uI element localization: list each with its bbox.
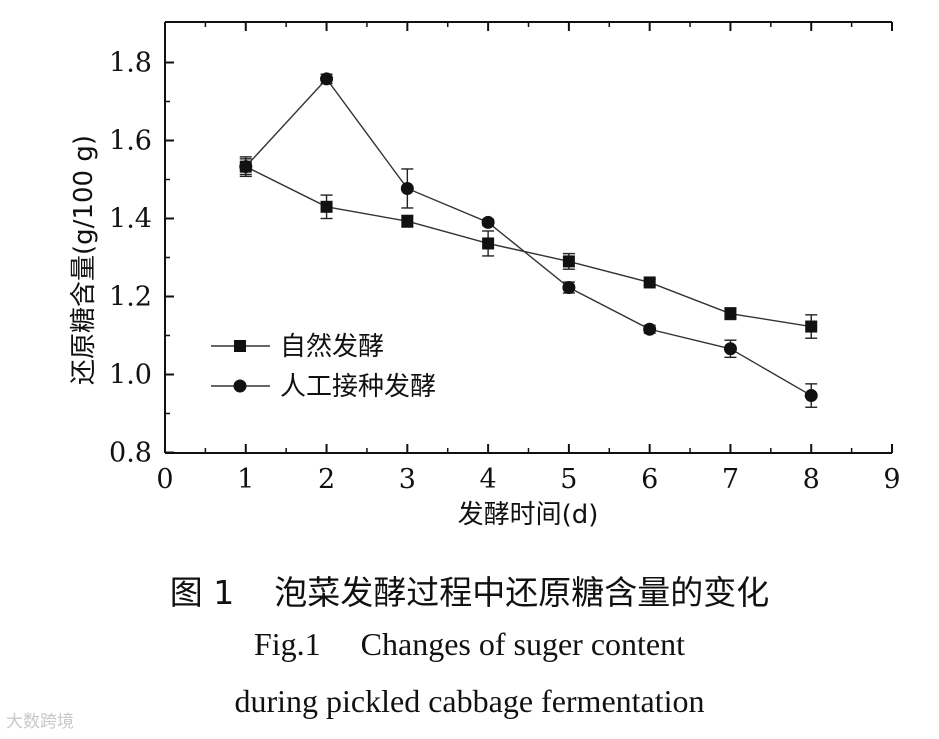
x-tick-label: 2 [318,464,335,495]
x-tick-label: 8 [803,464,820,495]
series-line [245,77,812,397]
y-tick-label: 0.8 [109,438,152,469]
data-point [400,181,414,195]
data-point [562,255,575,268]
caption-english-line2: during pickled cabbage fermentation [0,683,939,720]
caption-zh-label: 图 1 [169,573,235,612]
caption-english-line1: Fig.1 Changes of suger content [0,626,939,663]
chart: 0 1 2 3 4 5 6 7 8 90.81.01.21.41.61.8 自然发酵人工接种发酵 … [69,21,901,530]
y-tick-label: 1.8 [109,48,152,79]
legend-marker [233,379,247,393]
data-point [482,237,495,250]
legend-label: 人工接种发酵 [280,372,436,402]
caption-chinese: 图 1 泡菜发酵过程中还原糖含量的变化 [0,566,939,614]
data-point [724,307,737,320]
x-tick-label: 5 [560,464,577,495]
watermark: 大数跨境 [6,707,74,732]
data-point [239,160,253,174]
x-tick-label: 6 [641,464,658,495]
caption-zh-text: 泡菜发酵过程中还原糖含量的变化 [274,573,770,612]
data-point [562,281,576,295]
caption-en-text-1: Changes of suger content [360,626,686,662]
legend-marker [234,340,246,352]
y-axis-title: 还原糖含量(g/100 g) [69,135,99,385]
axes: 0 1 2 3 4 5 6 7 8 9 0.8 1.0 1.2 1.4 1.6 1.8 [109,21,901,495]
watermark-text: 大数跨境 [6,712,74,732]
data-point [643,322,657,336]
series-1 [239,156,818,339]
data-point [723,342,737,356]
x-tick-label: 9 [883,464,900,495]
data-point [804,389,818,403]
x-tick-label: 1 [237,464,254,495]
x-tick-label: 3 [399,464,416,495]
data-point [401,215,414,228]
x-tick-label: 7 [722,464,739,495]
caption-en-text-2: during pickled cabbage fermentation [234,683,705,719]
y-tick-label: 1.4 [109,204,152,235]
y-tick-label: 1.0 [109,360,152,391]
caption-en-label: Fig.1 [253,626,321,662]
data-point [643,276,656,289]
legend-item-1: 自然发酵 [211,332,384,362]
legend-item-2: 人工接种发酵 [211,372,436,402]
data-point [481,215,495,229]
x-tick-label: 0 [156,464,173,495]
series-line [245,166,812,328]
x-tick-label: 4 [480,464,497,495]
data-point [320,72,334,86]
data-point [805,320,818,333]
series-2 [239,72,818,408]
series-layer [239,72,818,408]
x-axis-title: 发酵时间(d) [458,500,599,530]
y-tick-label: 1.2 [109,282,152,313]
data-point [320,200,333,213]
y-tick-label: 1.6 [109,126,152,157]
legend-label: 自然发酵 [280,332,384,362]
